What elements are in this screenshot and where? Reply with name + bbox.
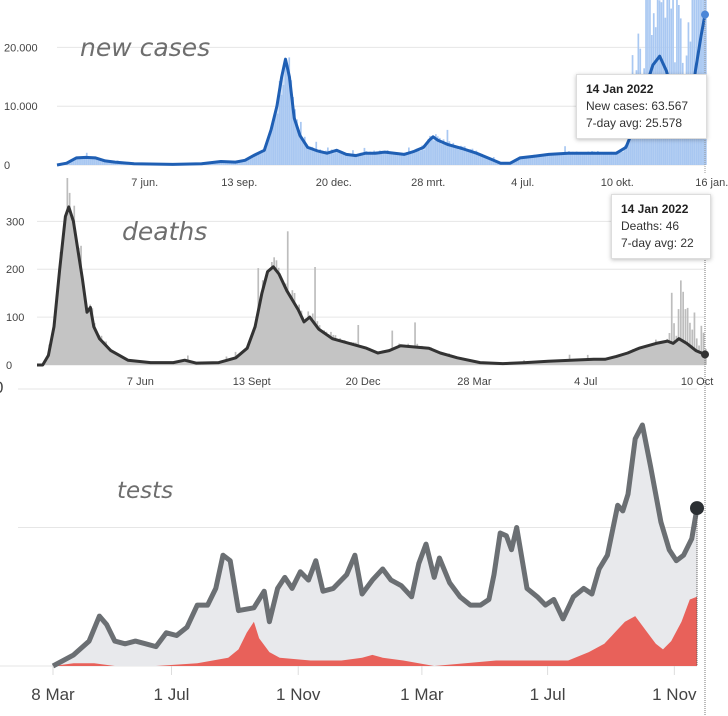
tests-title: tests (117, 478, 173, 504)
tests-hover-dot[interactable] (690, 501, 704, 516)
x-tick-label: 20 dec. (316, 177, 352, 189)
daily-bar (414, 322, 416, 365)
x-tick-label: 16 jan. (695, 177, 728, 189)
daily-bar (686, 307, 689, 365)
tooltip-7day-avg: 7-day avg: 25.578 (586, 116, 683, 130)
x-tick-label: 13 Sept (233, 376, 271, 388)
x-tick-label: 4 Jul (574, 376, 597, 388)
new-cases-hover-dot[interactable] (701, 10, 709, 19)
daily-bar (680, 280, 682, 365)
x-tick-label: 1 Nov (276, 685, 321, 704)
x-tick-label: 1 Jul (530, 685, 566, 704)
daily-bar (670, 292, 673, 365)
daily-bar (689, 322, 691, 365)
daily-bar (677, 309, 680, 365)
daily-bar (314, 267, 316, 365)
x-tick-label: 28 Mar (457, 376, 492, 388)
deaths-hover-dot[interactable] (701, 350, 709, 359)
x-tick-label: 1 Nov (652, 685, 697, 704)
deaths-title: deaths (122, 217, 207, 246)
x-tick-label: 10 okt. (601, 177, 634, 189)
x-tick-label: 1 Mar (400, 685, 444, 704)
x-tick-label: 13 sep. (221, 177, 257, 189)
daily-bar (700, 325, 703, 365)
tooltip-date: 14 Jan 2022 (586, 82, 654, 96)
x-tick-label: 1 Jul (154, 685, 190, 704)
daily-bar (682, 291, 684, 365)
x-tick-label: 8 Mar (31, 685, 75, 704)
daily-bar (702, 332, 705, 365)
new-cases-x-ticks: 7 jun. 13 sep. 20 dec. 28 mrt. 4 jul. 10 okt.… (131, 177, 728, 189)
deaths-bars (43, 178, 707, 365)
deaths-chart: 0 100 200 300 7 Jun 13 Sept 20 Dec 28 Mar 4 Jul… (6, 178, 713, 716)
x-tick-label: 7 Jun (127, 376, 154, 388)
daily-bar (684, 309, 687, 365)
y-tick-label: 0 (4, 160, 10, 172)
x-tick-label: 7 jun. (131, 177, 158, 189)
y-tick-label: 100 (6, 312, 24, 324)
new-cases-y-ticks: 0 10.000 20.000 (4, 42, 38, 172)
y-tick-label: 0 (0, 378, 3, 397)
tests-y-ticks: 0 (0, 378, 3, 397)
tests-area (53, 425, 697, 666)
x-tick-label: 28 mrt. (411, 177, 445, 189)
positive-area (53, 596, 697, 666)
y-tick-label: 200 (6, 264, 24, 276)
x-tick-label: 4 jul. (511, 177, 534, 189)
y-tick-label: 10.000 (4, 101, 38, 113)
tooltip-deaths: Deaths: 46 (621, 219, 680, 233)
deaths-avg-line (37, 205, 706, 367)
deaths-y-ticks: 0 100 200 300 (6, 216, 24, 372)
new-cases-title: new cases (80, 33, 210, 62)
deaths-tooltip: 14 Jan 2022 Deaths: 46 7-day avg: 22 (611, 194, 711, 259)
tooltip-new-cases: New cases: 63.567 (586, 99, 689, 113)
tooltip-7day-avg: 7-day avg: 22 (621, 236, 694, 250)
daily-bar (693, 312, 696, 365)
y-tick-label: 300 (6, 216, 24, 228)
new-cases-avg-area (57, 14, 705, 165)
x-tick-label: 20 Dec (346, 376, 381, 388)
tooltip-date: 14 Jan 2022 (621, 202, 689, 216)
x-tick-label: 10 Oct (681, 376, 713, 388)
y-tick-label: 0 (6, 360, 12, 372)
tests-line (51, 422, 700, 669)
new-cases-tooltip: 14 Jan 2022 New cases: 63.567 7-day avg:… (576, 74, 707, 139)
y-tick-label: 20.000 (4, 42, 38, 54)
